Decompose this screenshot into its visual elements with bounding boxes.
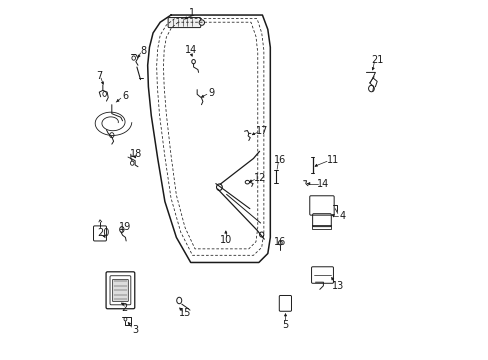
Text: 17: 17 [255, 126, 267, 136]
Text: 6: 6 [122, 91, 128, 101]
Text: 16: 16 [274, 155, 286, 165]
Text: 18: 18 [130, 149, 142, 159]
Text: 4: 4 [339, 211, 346, 221]
Text: 8: 8 [140, 46, 146, 56]
Text: 14: 14 [184, 45, 197, 55]
FancyBboxPatch shape [112, 279, 128, 302]
Text: 10: 10 [219, 235, 231, 245]
Text: 5: 5 [282, 320, 288, 330]
Text: 15: 15 [179, 309, 191, 318]
Text: 9: 9 [208, 88, 214, 98]
Text: 1: 1 [189, 8, 195, 18]
Text: 12: 12 [253, 173, 265, 183]
Text: 13: 13 [332, 281, 344, 291]
Ellipse shape [199, 20, 204, 25]
Text: 2: 2 [121, 303, 127, 314]
Text: 21: 21 [370, 55, 383, 65]
Text: 3: 3 [132, 325, 138, 335]
Text: 11: 11 [326, 155, 339, 165]
Text: 7: 7 [96, 71, 102, 81]
Text: 14: 14 [317, 179, 329, 189]
FancyBboxPatch shape [168, 18, 201, 28]
Text: 16: 16 [274, 237, 286, 247]
Text: 20: 20 [98, 228, 110, 238]
Text: 19: 19 [119, 222, 131, 232]
